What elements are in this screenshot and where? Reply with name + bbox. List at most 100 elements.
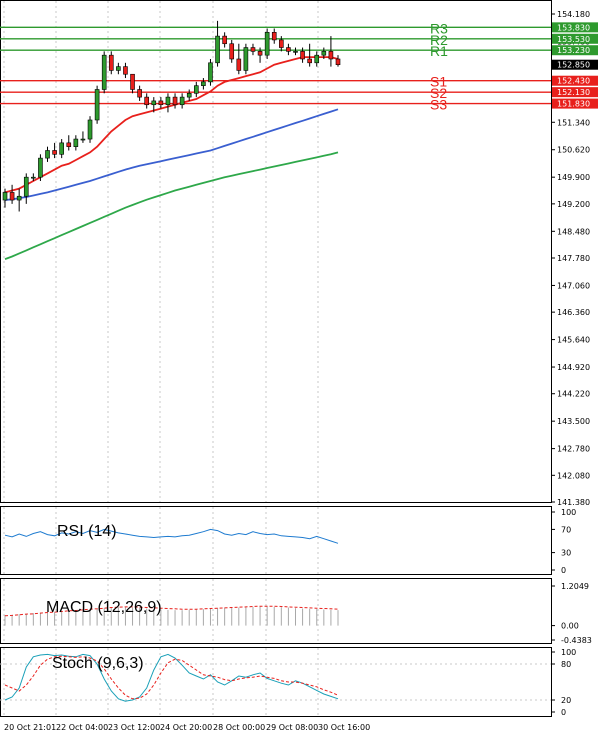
rsi-title: RSI (14): [57, 523, 117, 540]
candle-body: [59, 142, 64, 155]
x-tick-label: 24 Oct 20:00: [160, 723, 212, 732]
y-tick-label: 142.080: [557, 471, 590, 480]
candle-body: [243, 47, 249, 71]
candle-body: [151, 100, 157, 106]
rsi-y-tick-label: 30: [561, 549, 571, 558]
candle-body: [165, 96, 171, 106]
macd-panel: [0, 578, 552, 644]
candle-body: [314, 54, 320, 64]
level-price-tag: [552, 33, 598, 44]
candle-body: [73, 138, 79, 147]
rsi-y-tick-label: 100: [561, 508, 576, 517]
level-price-value: 153.230: [557, 46, 590, 55]
macd-y-tick-label: -0.4383: [561, 636, 592, 645]
rsi-line: [4, 528, 339, 544]
level-price-tag: [552, 45, 598, 56]
macd-plot: [3, 579, 339, 643]
candle-body: [116, 66, 121, 71]
level-price-value: 151.830: [557, 100, 590, 109]
price-panel: [0, 0, 552, 503]
candle-body: [144, 96, 150, 106]
candle-body: [108, 54, 114, 71]
y-tick-label: 149.900: [557, 173, 590, 182]
stoch-y-tick-label: 80: [561, 660, 571, 669]
level-price-tag: [552, 87, 598, 98]
y-tick-label: 154.180: [557, 10, 590, 19]
candle-body: [38, 157, 43, 178]
level-price-tag: [552, 98, 598, 109]
candle-body: [87, 119, 93, 140]
x-tick-label: 22 Oct 04:00: [56, 723, 108, 732]
candle-body: [123, 66, 128, 75]
current-price-value: 152.850: [557, 61, 590, 70]
level-label: S2: [430, 85, 447, 101]
candle-body: [264, 31, 270, 56]
candle-body: [31, 176, 36, 179]
rsi-panel: [0, 506, 552, 575]
level-price-tag: [552, 75, 598, 86]
candle-body: [130, 73, 135, 90]
y-tick-label: 144.920: [557, 363, 590, 372]
x-tick-label: 29 Oct 08:00: [266, 723, 318, 732]
y-tick-label: 145.640: [557, 336, 590, 345]
candle-body: [172, 96, 178, 106]
level-label: R3: [430, 20, 448, 36]
current-price-tag: [552, 59, 598, 70]
candle-body: [236, 58, 242, 71]
stoch-plot: [0, 648, 551, 716]
candle-body: [193, 85, 199, 94]
macd-y-tick-label: 1.2049: [561, 582, 589, 591]
candle-body: [201, 81, 206, 86]
y-tick-label: 151.340: [557, 118, 590, 127]
candle-body: [321, 51, 327, 56]
candle-body: [222, 35, 227, 45]
level-price-value: 153.530: [557, 35, 590, 44]
stoch-y-tick-label: 100: [561, 648, 576, 657]
rsi-plot: [3, 507, 339, 574]
candle-body: [101, 54, 107, 90]
candle-body: [23, 176, 29, 197]
stoch-y-tick-label: 0: [561, 708, 566, 717]
candle-body: [208, 62, 213, 83]
y-tick-label: 142.780: [557, 445, 590, 454]
macd-title: MACD (12,26,9): [46, 599, 162, 616]
y-tick-label: 141.380: [557, 498, 590, 507]
candle-body: [335, 58, 341, 66]
candle-body: [257, 51, 263, 56]
candle-body: [279, 39, 284, 48]
candle-body: [286, 47, 291, 52]
rsi-y-tick-label: 70: [561, 525, 571, 534]
axes: 20 Oct 21:01 22 Oct 04:00 23 Oct 12:00 24 O…: [4, 10, 598, 732]
candle-body: [307, 58, 312, 64]
x-tick-label: 28 Oct 00:00: [213, 723, 265, 732]
stoch-y-tick-label: 20: [561, 696, 571, 705]
candle-body: [293, 51, 298, 53]
candle-body: [300, 51, 305, 60]
x-tick-label: 20 Oct 21:01: [4, 723, 56, 732]
candle-body: [250, 47, 256, 52]
candle-body: [2, 192, 8, 201]
y-tick-label: 149.200: [557, 200, 590, 209]
candle-body: [271, 31, 277, 41]
stoch-title: Stoch (9,6,3): [52, 655, 144, 672]
moving-average-line: [4, 151, 339, 260]
candle-body: [94, 89, 100, 121]
y-tick-label: 150.620: [557, 146, 590, 155]
candle-body: [328, 51, 334, 60]
level-price-value: 153.830: [557, 23, 590, 32]
x-tick-label: 30 Oct 16:00: [318, 723, 370, 732]
candle-body: [80, 138, 86, 141]
candle-body: [158, 100, 164, 106]
macd-y-tick-label: 0.00: [561, 622, 579, 631]
moving-average-line: [4, 56, 339, 194]
candle-body: [45, 150, 50, 159]
moving-average-line: [4, 108, 339, 201]
candle-body: [179, 96, 185, 106]
stoch-line: [4, 655, 339, 700]
y-tick-label: 147.060: [557, 281, 590, 290]
y-tick-label: 146.360: [557, 308, 590, 317]
candle-body: [229, 43, 235, 60]
candle-body: [16, 195, 22, 201]
